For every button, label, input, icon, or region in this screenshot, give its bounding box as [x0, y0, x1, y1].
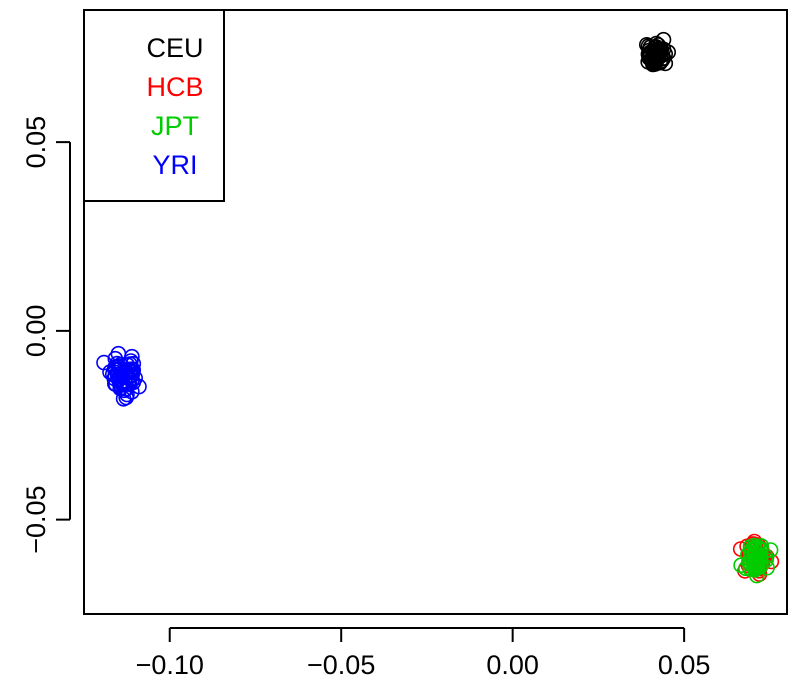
legend-entry-ceu: CEU — [146, 33, 203, 63]
legend-entry-yri: YRI — [152, 150, 197, 180]
y-tick-label: 0.00 — [21, 305, 51, 358]
data-point — [102, 364, 118, 380]
data-point — [113, 379, 129, 396]
data-point — [746, 558, 762, 575]
legend-entry-hcb: HCB — [146, 72, 203, 102]
y-axis: −0.05 0.00 0.05 — [21, 116, 71, 554]
data-point — [645, 43, 661, 60]
x-tick-label: 0.05 — [658, 650, 711, 680]
data-point — [655, 41, 672, 58]
series-yri — [96, 345, 147, 407]
data-point — [747, 541, 764, 558]
legend-entry-jpt: JPT — [151, 111, 199, 141]
points-layer — [96, 31, 780, 584]
data-point — [116, 382, 133, 399]
x-tick-label: 0.00 — [486, 650, 539, 680]
data-point — [747, 552, 764, 569]
legend: CEU HCB JPT YRI — [83, 9, 225, 202]
y-tick-label: −0.05 — [21, 485, 51, 553]
data-point — [106, 361, 123, 377]
y-tick-label: 0.05 — [21, 116, 51, 169]
series-ceu — [638, 31, 677, 73]
x-tick-label: −0.10 — [136, 650, 204, 680]
data-point — [110, 345, 127, 362]
data-point — [124, 383, 140, 400]
legend-box — [83, 9, 225, 202]
data-point — [748, 567, 765, 584]
data-point — [112, 361, 129, 377]
data-point — [647, 52, 664, 69]
plot-frame — [83, 9, 788, 615]
legend-entries: CEU HCB JPT YRI — [146, 33, 203, 180]
data-point — [125, 361, 141, 378]
series-jpt — [733, 537, 779, 584]
x-axis: −0.10 −0.05 0.00 0.05 — [136, 627, 711, 680]
x-tick-label: −0.05 — [307, 650, 375, 680]
